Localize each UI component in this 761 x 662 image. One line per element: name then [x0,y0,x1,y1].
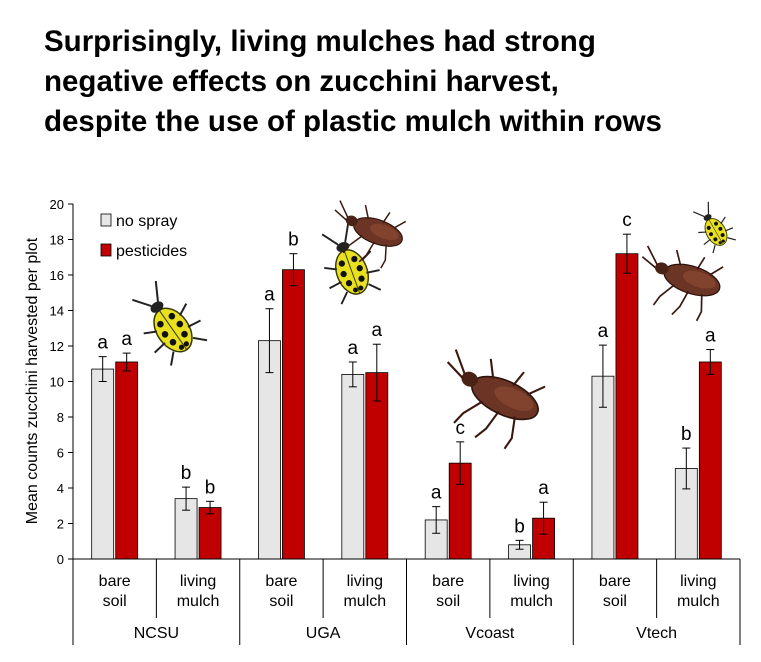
legend-label-pesticides: pesticides [116,243,187,260]
y-tick-label: 12 [50,339,64,354]
bar-pesticides [615,253,639,560]
x-category-label: living [680,573,716,590]
x-category-label: bare [432,573,464,590]
y-tick-label: 18 [50,233,64,248]
significance-letter: a [121,329,132,350]
significance-letter: a [705,326,716,347]
significance-letter: a [264,285,275,306]
title-line-2: negative effects on zucchini harvest, [44,65,559,98]
legend-swatch-no-spray [100,213,112,227]
y-tick-label: 16 [50,268,64,283]
significance-letter: a [97,333,108,354]
x-category-label: mulch [177,593,220,610]
squash-bug-image [422,340,552,458]
x-category-label: bare [265,573,297,590]
x-group-label: UGA [306,625,341,642]
significance-letter: b [514,516,525,537]
y-tick-label: 20 [50,197,64,212]
significance-letter: c [622,210,632,231]
y-tick-label: 14 [50,304,64,319]
significance-letter: a [372,320,383,341]
x-axis: bare soil living mulch bare soil living mulch ba… [72,558,741,645]
x-category-label: soil [436,593,460,610]
title-line-1: Surprisingly, living mulches had strong [44,25,596,58]
significance-letter: b [681,424,692,445]
y-tick-label: 2 [57,517,64,532]
legend-swatch-pesticides [100,243,112,257]
x-category-label: soil [103,593,127,610]
x-category-label: mulch [510,593,553,610]
y-tick-label: 6 [57,446,64,461]
x-group-label: Vcoast [465,625,514,642]
x-category-label: soil [269,593,293,610]
significance-letter: b [181,463,192,484]
significance-letter: b [288,230,299,251]
legend-label-no-spray: no spray [116,213,177,230]
significance-letter: a [538,478,549,499]
legend: no spray pesticides [100,213,187,260]
bar-no-spray [341,373,365,560]
y-tick-label: 10 [50,375,64,390]
x-group-label: Vtech [636,625,677,642]
page-title: Surprisingly, living mulches had strong … [44,22,754,142]
bar-pesticides [198,507,222,560]
x-category-label: soil [603,593,627,610]
y-tick-label: 4 [57,481,64,496]
bar-pesticides [115,361,139,560]
x-category-label: mulch [343,593,386,610]
x-category-label: mulch [677,593,720,610]
significance-letter: b [205,477,216,498]
x-category-label: bare [99,573,131,590]
x-group-label: NCSU [134,625,179,642]
y-tick-label: 8 [57,410,64,425]
significance-letter: a [431,483,442,504]
y-tick-label: 0 [57,552,64,567]
significance-letter: c [455,418,465,439]
cucumber-beetle-image [685,197,740,256]
title-line-3: despite the use of plastic mulch within … [44,105,662,138]
significance-letter: a [348,338,359,359]
x-category-label: bare [599,573,631,590]
significance-letter: a [598,321,609,342]
x-category-label: living [513,573,549,590]
x-category-label: living [347,573,383,590]
squash-bug-image [320,193,411,274]
cucumber-beetle-image [120,271,213,370]
y-axis-label: Mean counts zucchini harvested per plot [24,237,41,524]
bar-pesticides [698,361,722,560]
y-ticks: 0 2 4 6 8 10 12 14 16 18 20 [50,197,73,567]
squash-bug-image [627,238,729,327]
x-category-label: living [180,573,216,590]
bar-no-spray [258,340,281,560]
bar-no-spray [91,368,115,560]
bar-pesticides [282,269,305,560]
